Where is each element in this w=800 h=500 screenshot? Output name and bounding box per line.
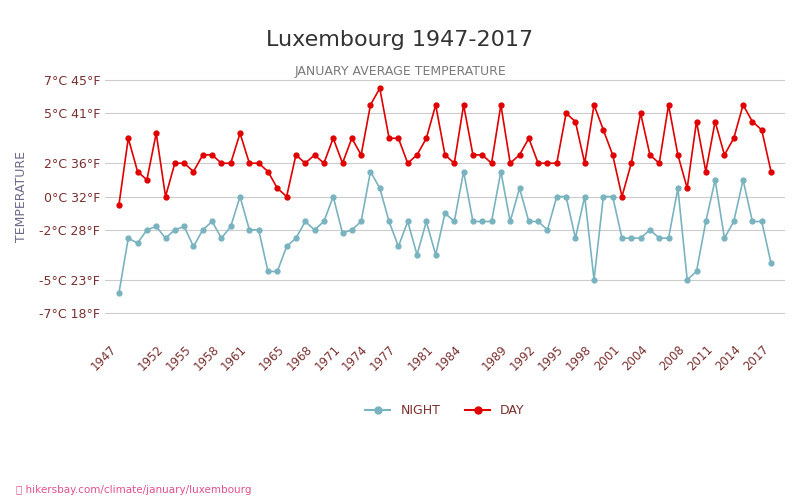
Legend: NIGHT, DAY: NIGHT, DAY — [360, 400, 530, 422]
Text: JANUARY AVERAGE TEMPERATURE: JANUARY AVERAGE TEMPERATURE — [294, 65, 506, 78]
Text: ⭕ hikersbay.com/climate/january/luxembourg: ⭕ hikersbay.com/climate/january/luxembou… — [16, 485, 251, 495]
Text: Luxembourg 1947-2017: Luxembourg 1947-2017 — [266, 30, 534, 50]
Y-axis label: TEMPERATURE: TEMPERATURE — [15, 151, 28, 242]
